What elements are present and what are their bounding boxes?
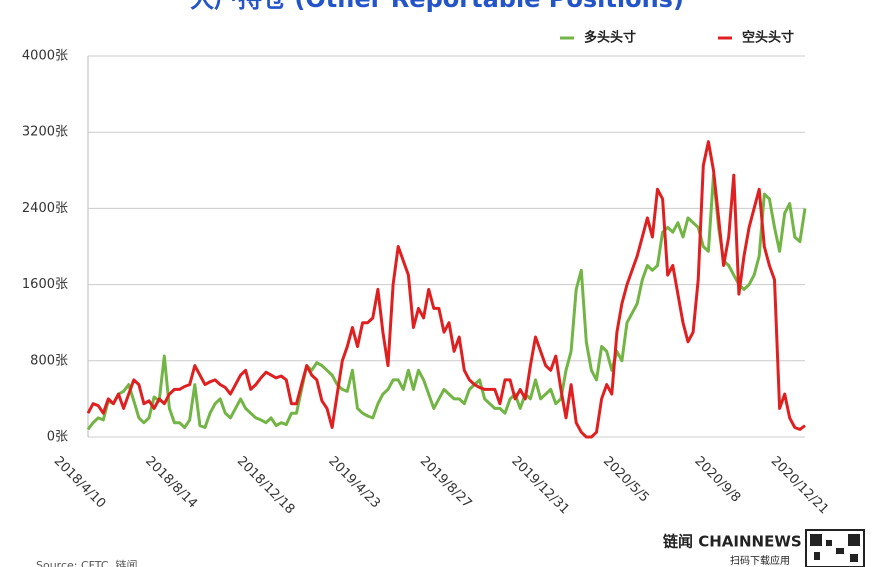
legend-label: 多头头寸 — [584, 30, 636, 46]
x-tick-label: 2018/12/18 — [234, 454, 298, 518]
x-tick-label: 2019/4/23 — [325, 454, 383, 512]
series-line — [86, 140, 806, 439]
y-tick-label: 0张 — [47, 430, 68, 445]
y-tick-label: 4000张 — [22, 49, 68, 64]
brand-sub: 扫码下载应用 — [730, 554, 790, 567]
x-tick-label: 2020/9/8 — [691, 454, 743, 506]
brand: 链闻 CHAINNEWS — [663, 533, 802, 551]
qr-code — [805, 529, 865, 567]
source: Source: CFTC, 链闻 — [36, 558, 138, 567]
x-tick-label: 2019/8/27 — [417, 454, 475, 512]
x-tick-label: 2020/5/5 — [600, 454, 652, 506]
y-tick-label: 1600张 — [22, 277, 68, 292]
y-tick-label: 800张 — [30, 353, 68, 368]
legend-label: 空头头寸 — [742, 30, 794, 46]
y-tick-label: 2400张 — [22, 201, 68, 216]
x-tick-label: 2018/4/10 — [51, 454, 109, 512]
y-tick-label: 3200张 — [22, 125, 68, 140]
x-tick-label: 2019/12/31 — [508, 454, 572, 518]
x-tick-label: 2018/8/14 — [142, 454, 200, 512]
chart-title: 大户持仓 (Other Reportable Positions) — [190, 0, 684, 13]
x-tick-label: 2020/12/21 — [768, 454, 832, 518]
series-line — [86, 173, 807, 431]
